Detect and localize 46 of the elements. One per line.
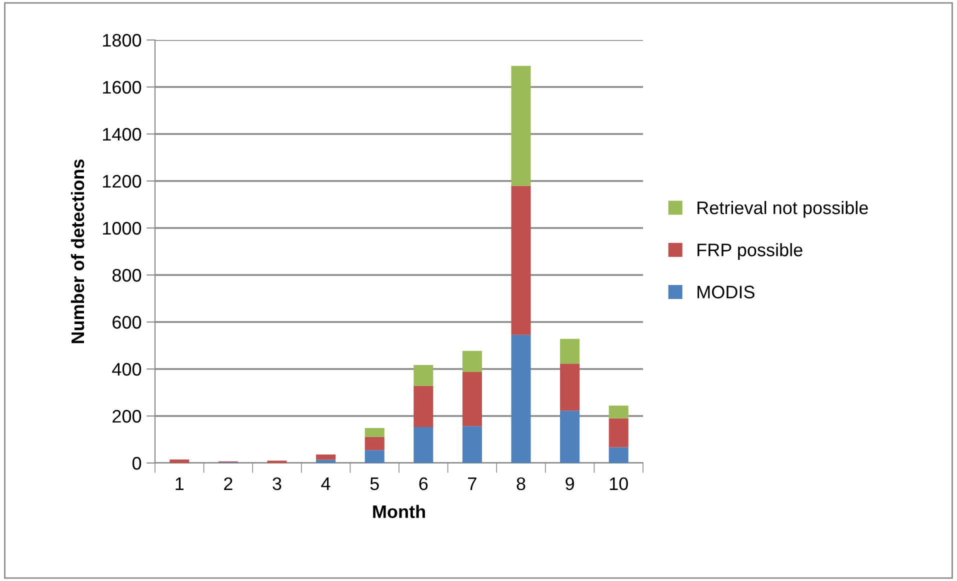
x-tick-label: 1 <box>176 478 184 490</box>
x-axis-title: Month <box>373 504 425 518</box>
y-tick-label: 800 <box>112 268 142 282</box>
legend-label: MODIS <box>698 286 754 298</box>
bar <box>608 406 628 418</box>
bar <box>608 447 628 463</box>
bar <box>511 186 531 335</box>
y-tick-label: 1000 <box>103 222 142 235</box>
y-tick-label: 1400 <box>103 128 142 141</box>
y-tick-label: 400 <box>112 362 142 376</box>
bar <box>462 426 482 463</box>
bar <box>462 350 482 372</box>
bar <box>316 460 336 463</box>
y-tick-label: 1800 <box>103 34 142 47</box>
bar <box>511 334 531 463</box>
bar <box>560 410 580 463</box>
bar <box>364 450 384 463</box>
y-tick-label: 600 <box>112 316 142 329</box>
y-axis-title: Number of detections <box>70 159 84 344</box>
x-tick-label: 8 <box>516 477 526 490</box>
x-tick-label: 5 <box>370 478 379 490</box>
x-tick-label: 2 <box>224 477 232 490</box>
bar <box>414 427 434 463</box>
x-tick-label: 10 <box>610 477 628 490</box>
bar <box>414 386 434 428</box>
legend-label: FRP possible <box>698 243 802 260</box>
y-tick-label: 0 <box>132 456 142 470</box>
x-tick-label: 6 <box>419 477 428 490</box>
bar <box>462 372 482 426</box>
bar <box>560 338 580 364</box>
bar <box>560 364 580 411</box>
bar <box>364 428 384 437</box>
y-tick-label: 200 <box>112 410 142 423</box>
bar <box>364 436 384 450</box>
bar <box>316 454 336 460</box>
x-tick-label: 9 <box>566 477 574 490</box>
legend-label: Retrieval not possible <box>698 200 868 218</box>
bar <box>608 418 628 448</box>
bar <box>170 459 190 463</box>
x-tick-label: 4 <box>321 478 330 490</box>
x-tick-label: 3 <box>272 477 282 490</box>
y-tick-label: 1600 <box>103 80 142 94</box>
y-tick-label: 1200 <box>103 174 142 188</box>
bar <box>511 66 531 186</box>
bar <box>414 365 434 386</box>
x-tick-label: 7 <box>468 478 476 490</box>
